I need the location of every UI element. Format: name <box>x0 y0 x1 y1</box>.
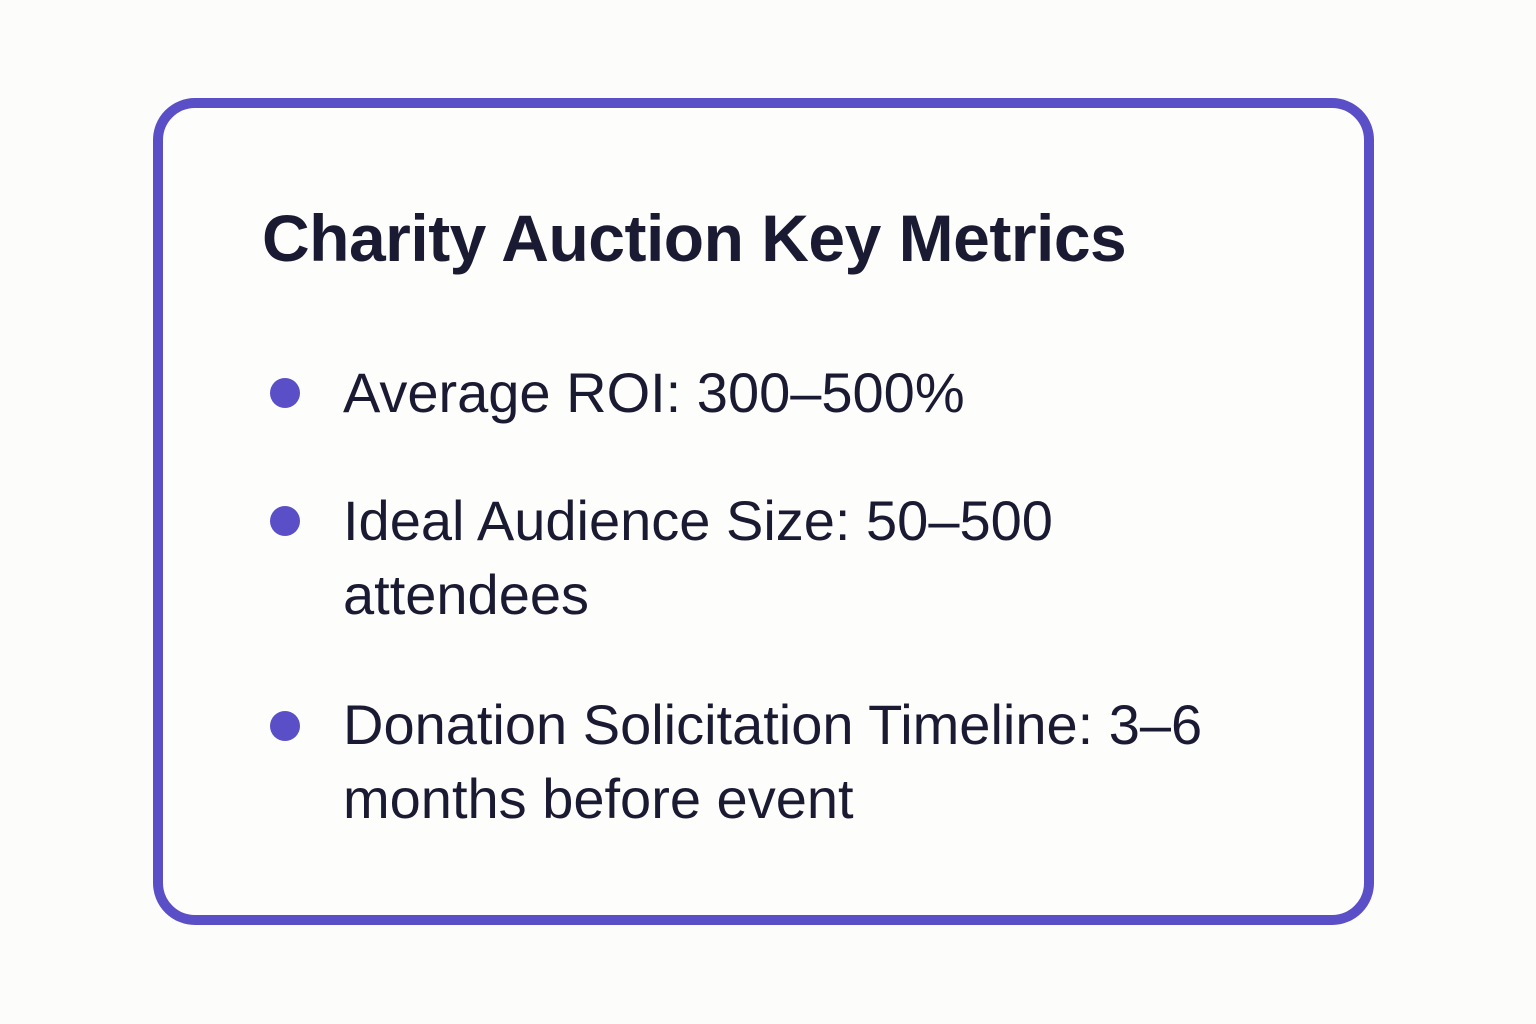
bullet <box>270 711 300 741</box>
metric-item: Average ROI: 300–500% <box>343 361 965 424</box>
bullet <box>270 506 300 536</box>
metric-item: Donation Solicitation Timeline: 3–6 mont… <box>343 693 1203 830</box>
card <box>153 98 1374 925</box>
metric-item: Ideal Audience Size: 50–500 attendees <box>343 489 1053 626</box>
card-title: Charity Auction Key Metrics <box>262 201 1127 275</box>
bullet <box>270 378 300 408</box>
